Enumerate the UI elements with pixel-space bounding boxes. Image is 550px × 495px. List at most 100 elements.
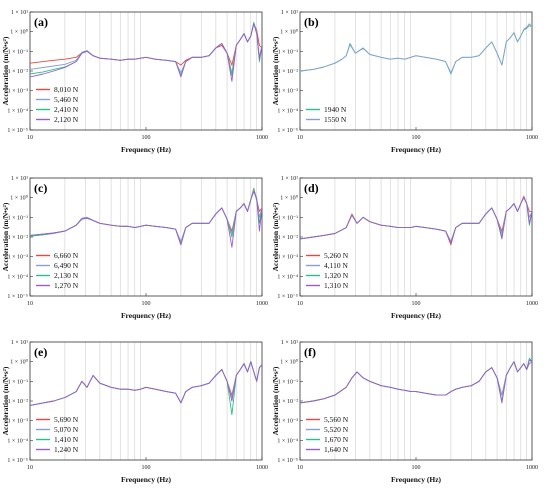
y-tick-label: 1 × 10⁻²: [8, 399, 29, 405]
x-tick-label: 100: [142, 301, 151, 307]
grid-lines: [64, 342, 257, 460]
y-tick-label: 1 × 10⁻⁵: [7, 458, 28, 464]
y-tick-label: 1 × 10⁻⁴: [7, 438, 28, 444]
y-axis-label: Acceleration (m/N•s²): [1, 36, 10, 105]
x-tick-label: 1000: [256, 465, 268, 471]
legend-entry: 8,010 N: [54, 85, 79, 94]
y-tick-label: 1 × 10⁻³: [8, 419, 29, 425]
chart-panel-4: 10 100 1000 1 × 10⁻⁵ 1 × 10⁻⁴ 1 × 10⁻³ 1 × 10⁻…: [1, 340, 268, 484]
x-tick-label: 100: [142, 135, 151, 141]
x-tick-label: 10: [27, 301, 33, 307]
legend-entry: 5,260 N: [324, 251, 349, 260]
panel-label: (e): [34, 345, 47, 359]
x-axis-label: Frequency (Hz): [121, 145, 172, 154]
legend-entry: 1940 N: [324, 105, 347, 114]
x-tick-label: 1000: [526, 465, 538, 471]
x-tick-label: 10: [27, 135, 33, 141]
y-tick-label: 1 × 10¹: [281, 10, 298, 16]
legend-entry: 4,110 N: [324, 261, 348, 270]
y-tick-label: 1 × 10⁻²: [278, 69, 299, 75]
x-tick-label: 100: [412, 301, 421, 307]
y-tick-label: 1 × 10¹: [11, 176, 28, 182]
y-tick-label: 1 × 10⁰: [10, 195, 28, 202]
y-tick-label: 1 × 10⁻¹: [278, 379, 299, 385]
panel-label: (c): [34, 181, 47, 195]
x-tick-label: 100: [412, 135, 421, 141]
legend-entry: 5,520 N: [324, 425, 349, 434]
x-axis-label: Frequency (Hz): [121, 475, 172, 484]
series-line-3: [30, 23, 262, 82]
y-tick-label: 1 × 10⁻³: [8, 255, 29, 261]
y-tick-label: 1 × 10⁰: [10, 359, 28, 366]
y-tick-label: 1 × 10⁻²: [8, 69, 29, 75]
y-tick-label: 1 × 10⁻¹: [8, 215, 29, 221]
y-tick-label: 1 × 10⁻¹: [278, 49, 299, 55]
x-tick-label: 10: [27, 465, 33, 471]
legend-entry: 1,640 N: [324, 445, 349, 454]
y-tick-label: 1 × 10⁻⁴: [7, 108, 28, 114]
y-tick-label: 1 × 10⁻³: [278, 89, 299, 95]
y-tick-label: 1 × 10⁰: [280, 195, 298, 202]
y-axis-label: Acceleration (m/N•s²): [271, 202, 280, 271]
y-tick-label: 1 × 10⁻¹: [8, 379, 29, 385]
x-axis-label: Frequency (Hz): [391, 311, 442, 320]
y-tick-label: 1 × 10⁻⁵: [277, 128, 298, 134]
x-tick-label: 100: [142, 465, 151, 471]
legend-entry: 2,130 N: [54, 271, 79, 280]
y-axis-label: Acceleration (m/N•s²): [1, 366, 10, 435]
chart-panel-1: 10 100 1000 1 × 10⁻⁵ 1 × 10⁻⁴ 1 × 10⁻³ 1 × 10⁻…: [271, 10, 538, 154]
grid-lines: [334, 178, 527, 296]
legend-entry: 1,240 N: [54, 445, 79, 454]
series-line-3: [30, 191, 262, 248]
x-tick-label: 1000: [256, 301, 268, 307]
y-tick-label: 1 × 10⁰: [280, 359, 298, 366]
legend-entry: 5,460 N: [54, 95, 79, 104]
grid-lines: [64, 178, 257, 296]
series-line-1: [300, 23, 532, 74]
legend-entry: 1,320 N: [324, 271, 349, 280]
y-axis-label: Acceleration (m/N•s²): [271, 36, 280, 105]
panel-label: (a): [34, 15, 48, 29]
legend-entry: 5,690 N: [54, 415, 79, 424]
y-axis-label: Acceleration (m/N•s²): [271, 366, 280, 435]
y-tick-label: 1 × 10⁻¹: [8, 49, 29, 55]
y-tick-label: 1 × 10⁻²: [278, 399, 299, 405]
legend-entry: 5,560 N: [324, 415, 349, 424]
legend-entry: 2,120 N: [54, 115, 79, 124]
series-line-3: [30, 361, 262, 406]
y-tick-label: 1 × 10⁻¹: [278, 215, 299, 221]
y-tick-label: 1 × 10⁻⁴: [277, 274, 298, 280]
legend-entry: 2,410 N: [54, 105, 79, 114]
y-tick-label: 1 × 10¹: [11, 10, 28, 16]
series-line-3: [300, 359, 532, 404]
x-tick-label: 10: [297, 135, 303, 141]
grid-lines: [334, 342, 527, 460]
legend-entry: 6,490 N: [54, 261, 79, 270]
legend-entry: 1,270 N: [54, 281, 79, 290]
x-axis-label: Frequency (Hz): [391, 475, 442, 484]
y-tick-label: 1 × 10¹: [281, 176, 298, 182]
y-tick-label: 1 × 10⁻⁵: [277, 458, 298, 464]
y-tick-label: 1 × 10¹: [11, 340, 28, 346]
y-tick-label: 1 × 10⁻²: [278, 235, 299, 241]
grid-lines: [64, 12, 257, 130]
panel-label: (d): [304, 181, 319, 195]
y-tick-label: 1 × 10⁻³: [278, 419, 299, 425]
x-tick-label: 100: [412, 465, 421, 471]
y-tick-label: 1 × 10⁻⁴: [277, 108, 298, 114]
legend-entry: 1550 N: [324, 115, 347, 124]
panel-label: (b): [304, 15, 319, 29]
y-tick-label: 1 × 10⁻²: [8, 235, 29, 241]
x-tick-label: 1000: [526, 135, 538, 141]
chart-panel-5: 10 100 1000 1 × 10⁻⁵ 1 × 10⁻⁴ 1 × 10⁻³ 1 × 10⁻…: [271, 340, 538, 484]
y-tick-label: 1 × 10¹: [281, 340, 298, 346]
y-tick-label: 1 × 10⁻³: [8, 89, 29, 95]
x-axis-label: Frequency (Hz): [391, 145, 442, 154]
x-tick-label: 1000: [526, 301, 538, 307]
x-tick-label: 10: [297, 465, 303, 471]
y-tick-label: 1 × 10⁻³: [278, 255, 299, 261]
legend-entry: 1,410 N: [54, 435, 79, 444]
series-line-3: [300, 197, 532, 244]
